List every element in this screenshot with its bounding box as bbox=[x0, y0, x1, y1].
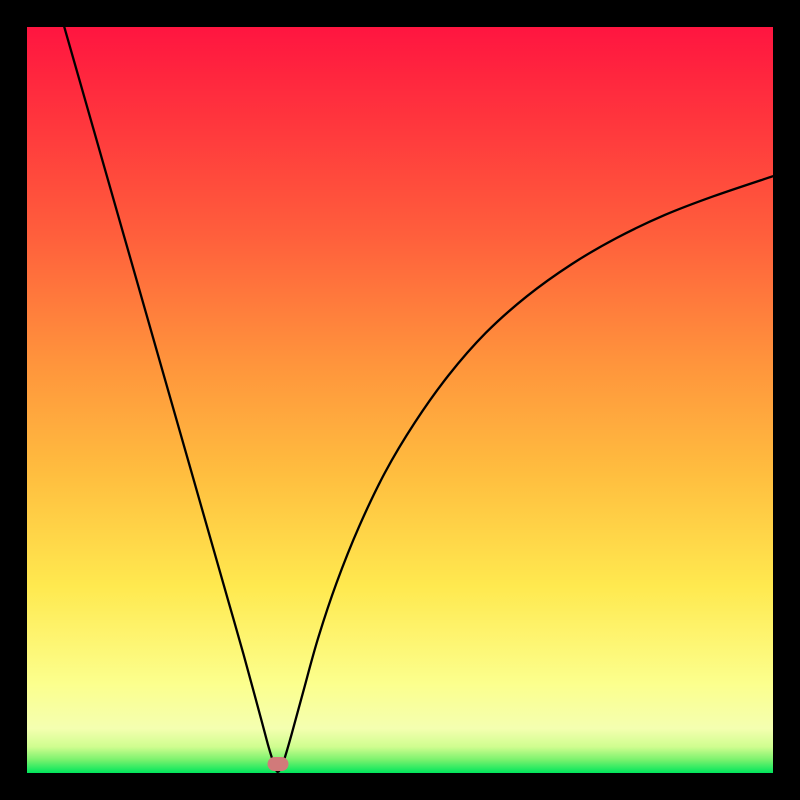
chart-frame bbox=[0, 0, 800, 800]
chart-minimum-marker bbox=[267, 757, 288, 771]
chart-series-line bbox=[27, 27, 773, 773]
chart-plot-area bbox=[27, 27, 773, 773]
chart-canvas: TheBottleneck.com bbox=[0, 0, 800, 800]
